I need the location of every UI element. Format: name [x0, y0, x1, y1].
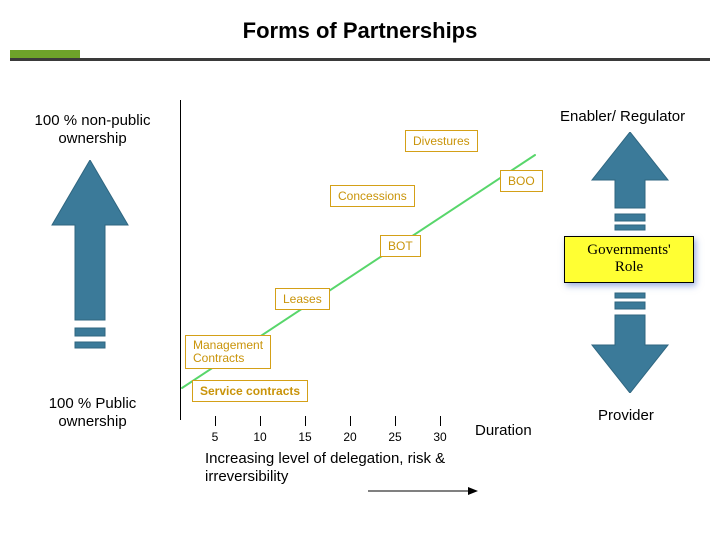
tick-label-20: 20	[343, 430, 356, 444]
tick-label-25: 25	[388, 430, 401, 444]
right-top-label: Enabler/ Regulator	[560, 108, 685, 126]
tick-15	[305, 416, 306, 426]
box-service: Service contracts	[192, 380, 308, 402]
trend-line	[180, 100, 540, 420]
tick-label-15: 15	[298, 430, 311, 444]
gov-role-box: Governments' Role	[564, 236, 694, 283]
tick-label-5: 5	[212, 430, 219, 444]
header-rule	[10, 58, 710, 61]
accent-bar	[10, 50, 80, 58]
tick-30	[440, 416, 441, 426]
tick-10	[260, 416, 261, 426]
chart-area: Service contracts Management Contracts L…	[180, 100, 520, 440]
box-leases: Leases	[275, 288, 330, 310]
ownership-arrow-up	[50, 160, 130, 375]
tick-label-30: 30	[433, 430, 446, 444]
tick-25	[395, 416, 396, 426]
tick-20	[350, 416, 351, 426]
duration-label: Duration	[475, 422, 532, 440]
left-bottom-label: 100 % Public ownership	[15, 395, 170, 431]
axis-sub-label: Increasing level of delegation, risk & i…	[205, 450, 485, 486]
tick-5	[215, 416, 216, 426]
box-concessions: Concessions	[330, 185, 415, 207]
right-bottom-label: Provider	[598, 407, 654, 425]
box-boo: BOO	[500, 170, 543, 192]
box-mgmt: Management Contracts	[185, 335, 271, 369]
box-divestures: Divestures	[405, 130, 478, 152]
gov-arrow-up	[590, 132, 670, 237]
gov-arrow-down	[590, 288, 670, 393]
tick-label-10: 10	[253, 430, 266, 444]
box-bot: BOT	[380, 235, 421, 257]
page-title: Forms of Partnerships	[0, 18, 720, 44]
left-top-label: 100 % non-public ownership	[15, 112, 170, 148]
axis-arrow-icon	[368, 485, 478, 497]
